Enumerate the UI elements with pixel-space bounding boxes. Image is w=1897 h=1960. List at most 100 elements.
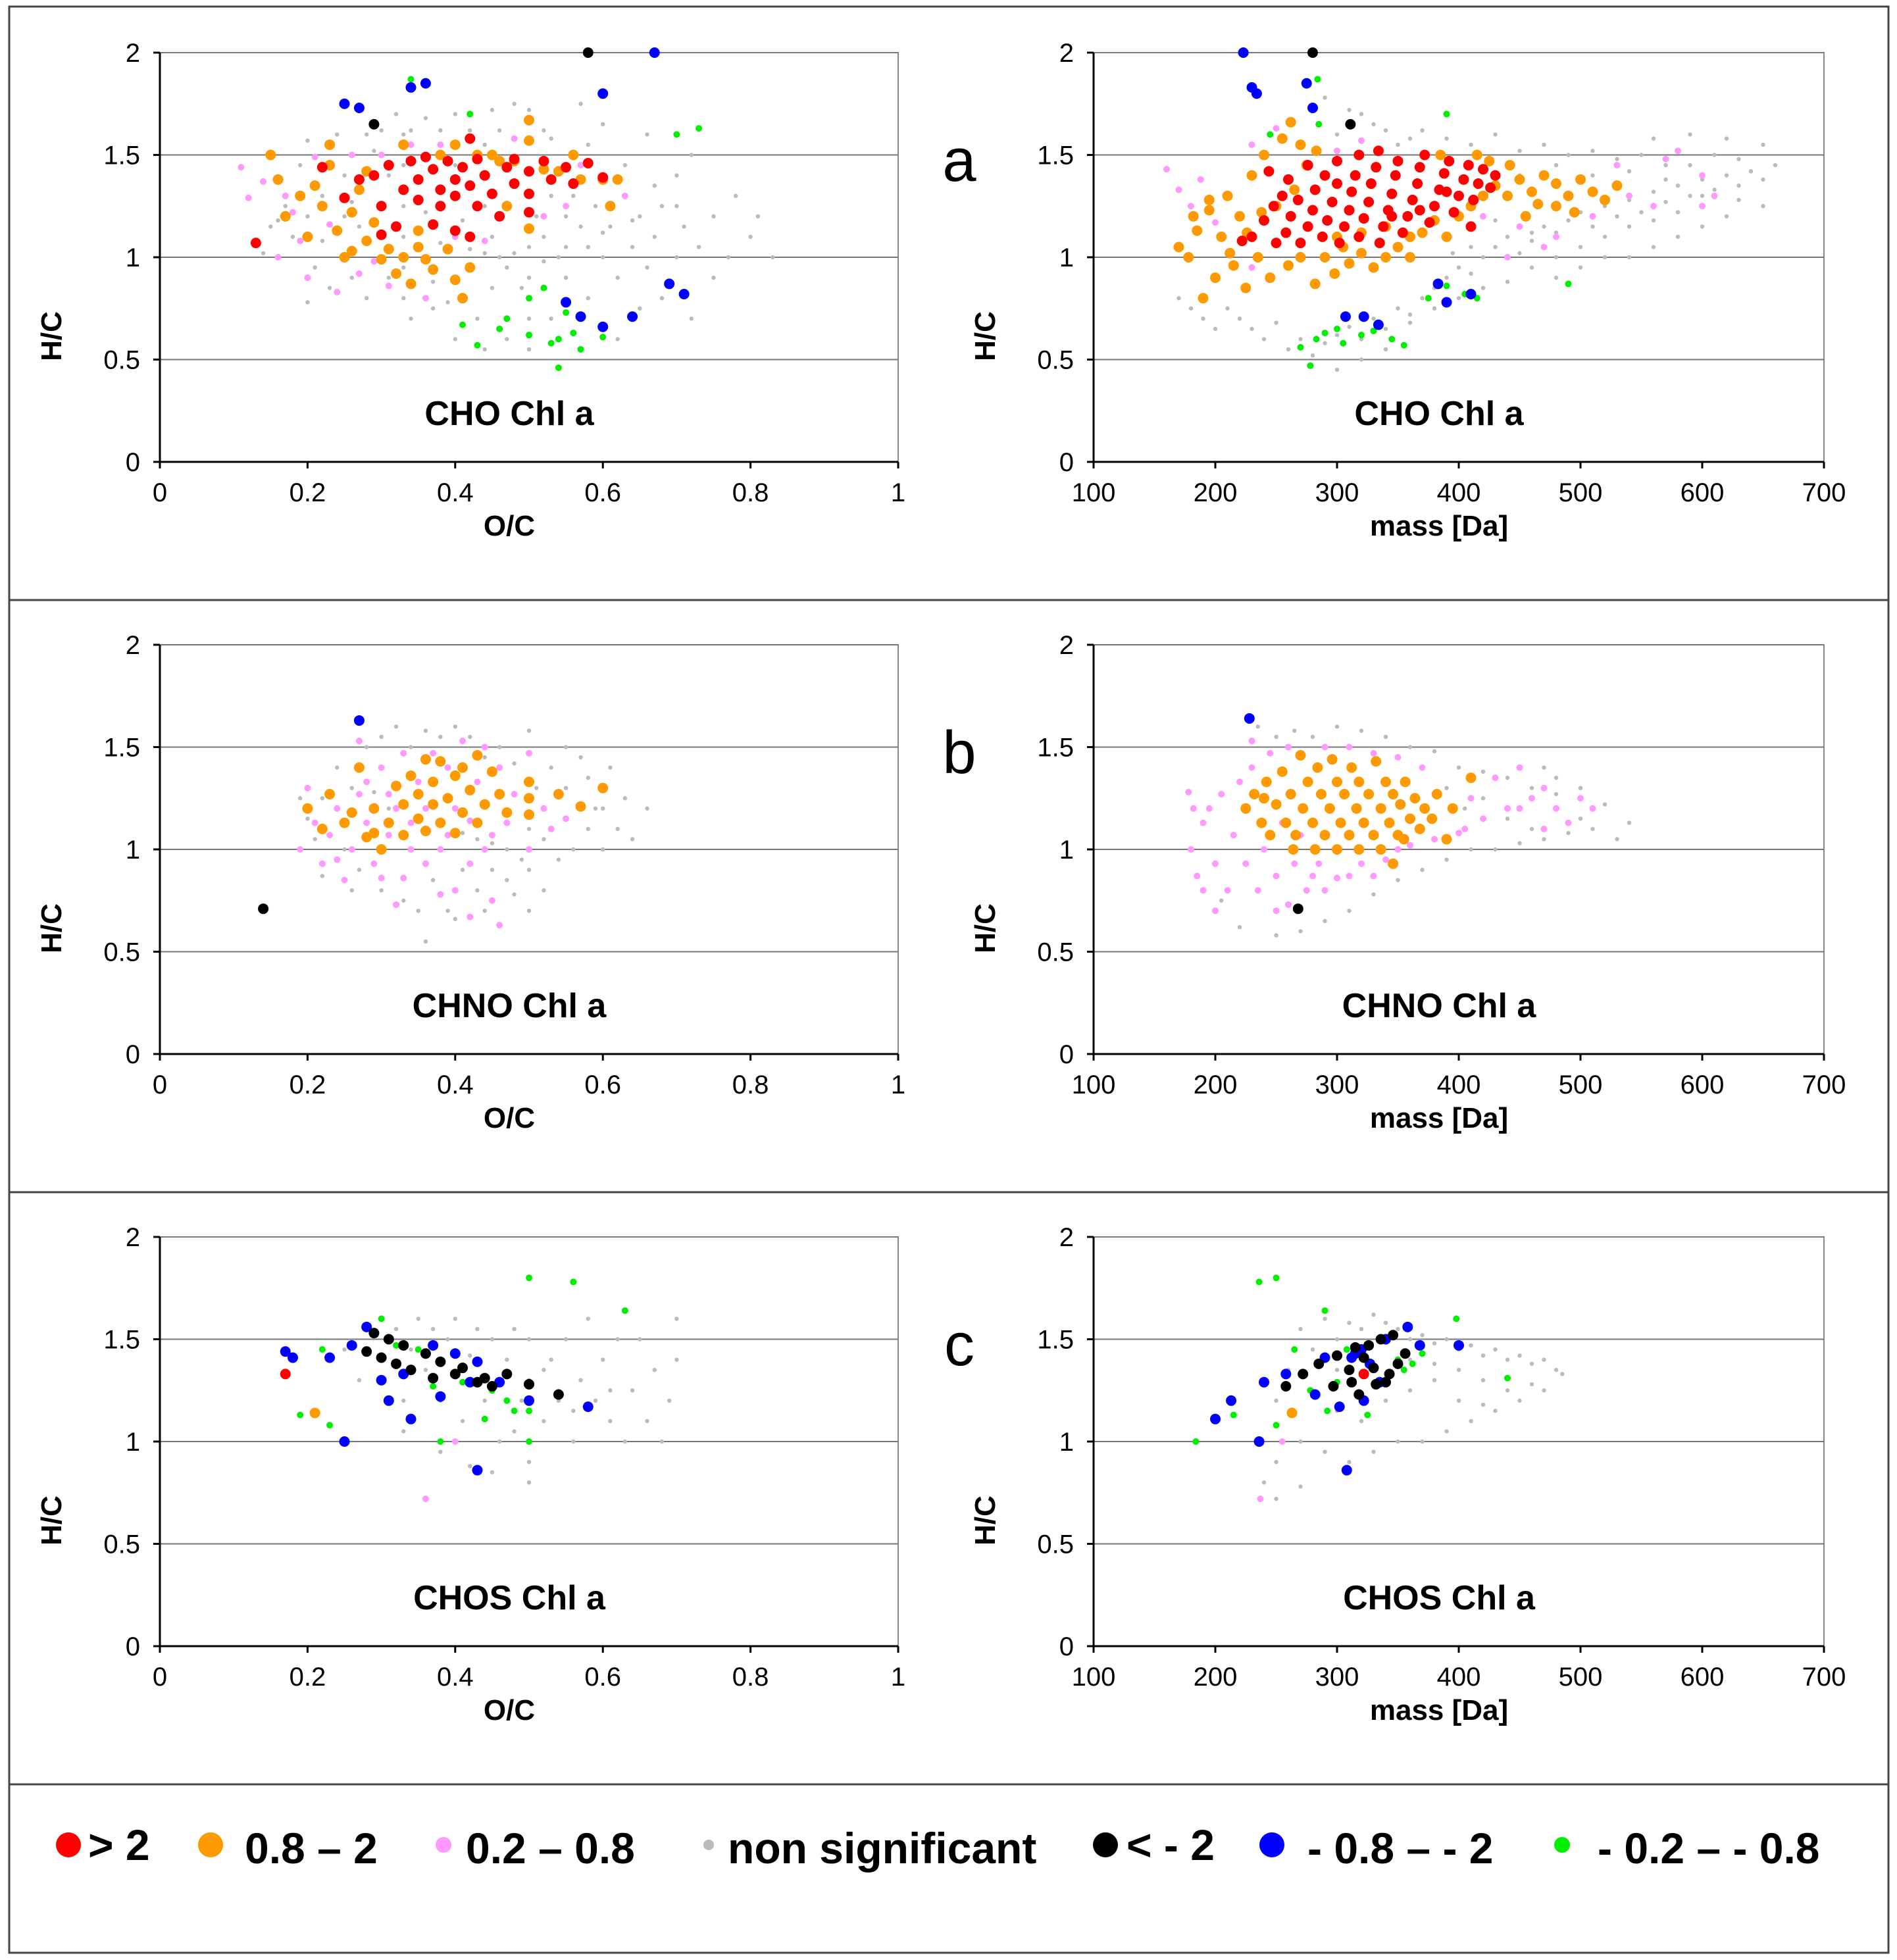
x-tick-label: 700 <box>1802 478 1846 507</box>
data-point <box>608 224 613 229</box>
data-point <box>1551 201 1561 212</box>
data-point <box>1309 872 1316 880</box>
data-point <box>555 364 562 371</box>
data-point <box>1554 1367 1559 1372</box>
data-point <box>407 846 415 853</box>
data-point <box>430 878 436 882</box>
data-point <box>526 749 532 757</box>
series-p02_08 <box>238 135 628 302</box>
data-point <box>1419 764 1426 771</box>
data-point <box>1565 819 1572 826</box>
data-point <box>1222 190 1233 201</box>
data-point <box>509 153 520 164</box>
data-point <box>1639 210 1644 214</box>
data-point <box>428 776 439 788</box>
data-point <box>368 803 380 814</box>
data-point <box>1332 1350 1342 1361</box>
data-point <box>413 225 424 236</box>
data-point <box>468 1353 472 1358</box>
data-point <box>645 132 649 137</box>
data-point <box>1465 221 1477 232</box>
data-point <box>1383 734 1388 740</box>
data-point <box>289 209 296 216</box>
data-point <box>556 255 561 260</box>
data-point <box>442 793 453 804</box>
data-point <box>316 201 328 212</box>
data-point <box>512 761 517 766</box>
data-point <box>519 1398 524 1403</box>
x-tick-label: 400 <box>1437 1070 1481 1099</box>
data-point <box>1190 805 1197 812</box>
data-point <box>1283 174 1294 185</box>
data-point <box>622 796 628 801</box>
data-point <box>601 122 605 127</box>
data-point <box>1405 813 1415 824</box>
data-point <box>370 860 378 867</box>
data-point <box>1465 772 1477 784</box>
series-lt2 <box>258 903 269 915</box>
data-point <box>1248 141 1255 148</box>
data-point <box>1371 162 1382 173</box>
x-tick-label: 0.4 <box>437 1070 474 1099</box>
data-point <box>674 1317 679 1321</box>
data-point <box>430 280 436 284</box>
data-point <box>407 76 415 83</box>
data-point <box>586 245 590 249</box>
data-point <box>524 135 534 146</box>
data-point <box>1529 265 1534 270</box>
data-point <box>538 164 549 175</box>
data-point <box>638 306 642 311</box>
data-point <box>1347 324 1352 329</box>
data-point <box>1339 789 1350 800</box>
data-point <box>353 184 365 195</box>
data-point <box>1480 1378 1486 1382</box>
series-p02_08 <box>1163 125 1718 271</box>
data-point <box>349 275 354 280</box>
data-point <box>563 214 569 218</box>
data-point <box>1400 341 1407 349</box>
data-point <box>268 224 273 229</box>
data-point <box>391 268 402 279</box>
data-point <box>1364 1411 1371 1419</box>
data-point <box>442 155 453 166</box>
data-point <box>457 293 468 304</box>
data-point <box>363 778 370 786</box>
data-point <box>398 139 409 150</box>
data-point <box>1261 1480 1267 1485</box>
data-point <box>1469 1343 1473 1348</box>
data-point <box>332 225 343 236</box>
data-point <box>467 913 474 920</box>
data-point <box>674 173 679 178</box>
data-point <box>422 1495 429 1503</box>
data-point <box>1542 142 1546 147</box>
data-point <box>1344 258 1355 269</box>
data-point <box>1493 847 1498 852</box>
data-point <box>1441 297 1452 308</box>
data-point <box>578 224 583 229</box>
data-point <box>1615 214 1619 218</box>
data-point <box>519 857 524 862</box>
data-point <box>571 1439 576 1444</box>
data-point <box>1259 149 1269 161</box>
data-point <box>563 203 570 210</box>
data-point <box>1240 803 1252 814</box>
data-point <box>549 1357 553 1362</box>
data-point <box>1485 182 1496 193</box>
data-point <box>437 891 444 898</box>
data-point <box>1505 234 1510 239</box>
data-point <box>1468 194 1479 205</box>
data-point <box>497 255 502 260</box>
data-point <box>1532 199 1544 210</box>
data-point <box>318 1346 326 1353</box>
data-point <box>297 796 303 801</box>
y-tick-label: 0 <box>126 1632 140 1661</box>
x-tick-label: 0 <box>153 1070 167 1099</box>
data-point <box>349 888 354 893</box>
data-point <box>748 234 753 239</box>
data-point <box>1319 252 1330 263</box>
data-point <box>645 265 649 270</box>
data-point <box>563 245 569 249</box>
data-point <box>505 337 509 341</box>
data-point <box>339 817 350 828</box>
data-point <box>1230 1411 1237 1419</box>
